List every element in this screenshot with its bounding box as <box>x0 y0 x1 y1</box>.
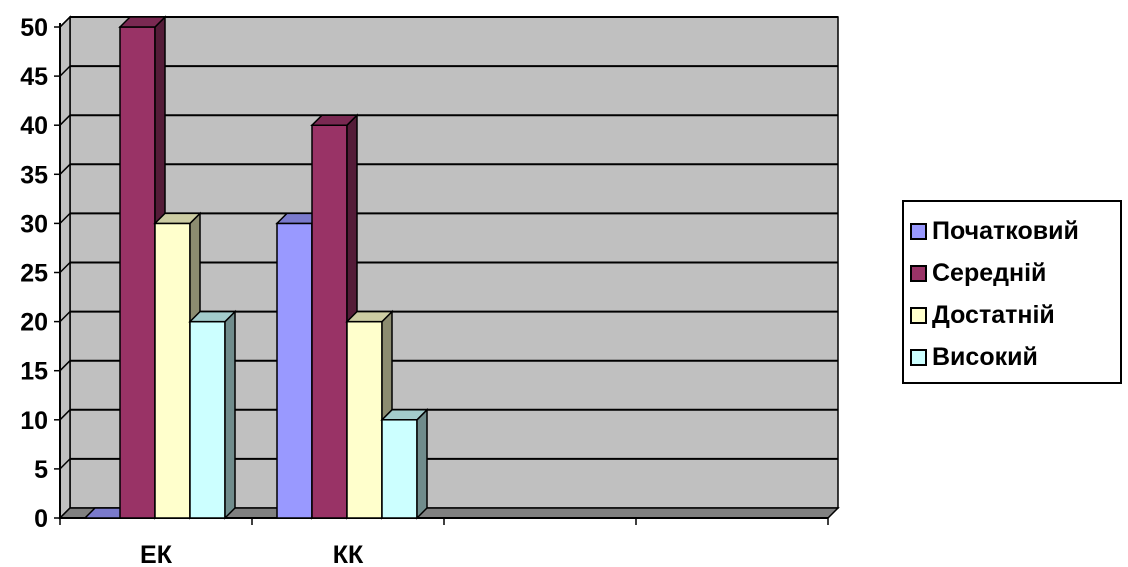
x-tick-label: ЕК <box>140 541 173 567</box>
legend-item-vysokyi: Високий <box>910 336 1120 378</box>
y-tick-label: 5 <box>34 456 48 484</box>
y-tick-label: 35 <box>20 161 48 189</box>
x-tick-label: КК <box>333 541 364 567</box>
y-tick-label: 45 <box>20 63 48 91</box>
gridline-depth <box>59 261 71 274</box>
bar-top <box>188 310 237 323</box>
gridline-depth <box>59 360 71 372</box>
gridline-depth <box>59 114 71 126</box>
legend-label: Високий <box>932 342 1038 371</box>
legend-item-dostatnii: Достатній <box>910 294 1120 336</box>
legend-label: Достатній <box>932 300 1055 329</box>
y-tick-label: 15 <box>20 358 48 386</box>
gridline-depth <box>59 458 71 470</box>
bar <box>380 407 429 520</box>
gridline-depth <box>59 16 71 28</box>
gridline-depth <box>59 163 71 175</box>
y-tick-label: 30 <box>20 210 48 238</box>
legend-item-pochatkovyi: Початковий <box>910 210 1120 252</box>
bar <box>188 309 237 520</box>
bar-front <box>381 419 418 519</box>
bar-top <box>118 16 167 28</box>
bar-top <box>153 212 202 225</box>
bars <box>83 15 429 520</box>
bar-side <box>416 407 428 520</box>
bar-front <box>311 124 348 519</box>
bar <box>275 211 324 520</box>
bar-front <box>119 26 156 519</box>
y-tick-label: 20 <box>20 309 48 337</box>
y-tick-label: 40 <box>20 112 48 140</box>
y-tick-label: 0 <box>34 505 48 533</box>
bar-front <box>154 222 191 519</box>
legend-swatch <box>910 306 927 324</box>
y-tick-label: 25 <box>20 260 48 288</box>
tick-labels: 0 5 10 15 20 25 30 35 40 45 50 ЕК КК <box>20 14 364 567</box>
bar-top <box>380 409 429 421</box>
legend-swatch <box>910 348 927 366</box>
legend-swatch <box>910 222 927 240</box>
bar-side <box>224 309 236 520</box>
bar-top <box>345 310 394 323</box>
y-tick-label: 10 <box>20 407 48 435</box>
bar-front <box>276 222 313 519</box>
bar-top <box>310 114 359 126</box>
gridline-depth <box>59 65 71 77</box>
gridline-depth <box>59 212 71 224</box>
legend: Початковий Середній Достатній Високий <box>902 200 1122 384</box>
y-tick-label: 50 <box>20 14 48 42</box>
gridline-depth <box>59 409 71 421</box>
bar-front <box>346 320 383 519</box>
bar-front <box>189 320 226 519</box>
legend-item-serednii: Середній <box>910 252 1120 294</box>
legend-label: Середній <box>932 258 1047 287</box>
gridline-depth <box>59 311 71 323</box>
legend-swatch <box>910 264 927 282</box>
legend-label: Початковий <box>932 216 1079 245</box>
